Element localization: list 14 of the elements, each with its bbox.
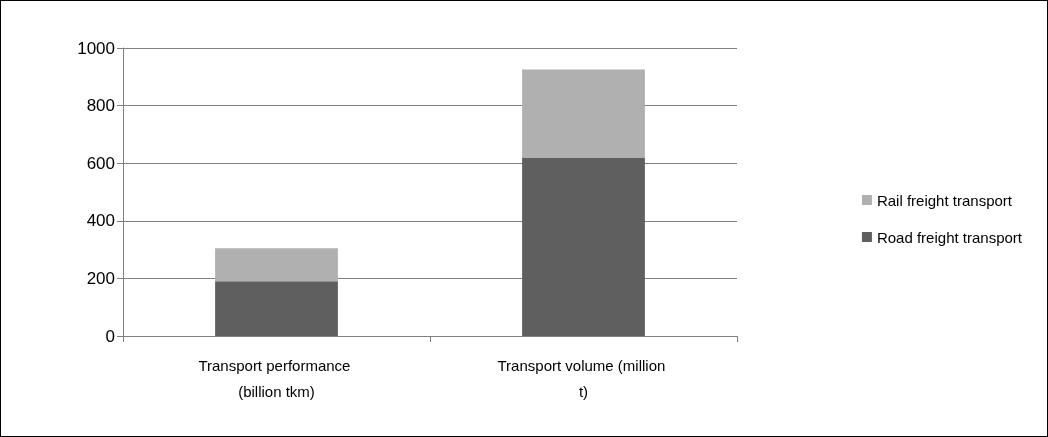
legend-label: Road freight transport <box>876 228 1023 246</box>
bar <box>215 248 338 282</box>
y-tick-label: 200 <box>86 268 115 288</box>
bar <box>522 69 645 158</box>
legend-label: Rail freight transport <box>876 191 1013 209</box>
y-tick-label: 600 <box>86 153 115 173</box>
x-tick-label: Transport volume (million t) <box>497 356 670 400</box>
x-tick-label: Transport performance (billion tkm) <box>198 356 355 400</box>
y-tick-label: 1000 <box>77 38 115 58</box>
y-tick-label: 800 <box>86 96 115 116</box>
bar <box>215 281 338 336</box>
y-tick-label: 400 <box>86 211 115 231</box>
bar <box>522 157 645 336</box>
y-tick-label: 0 <box>105 326 115 346</box>
